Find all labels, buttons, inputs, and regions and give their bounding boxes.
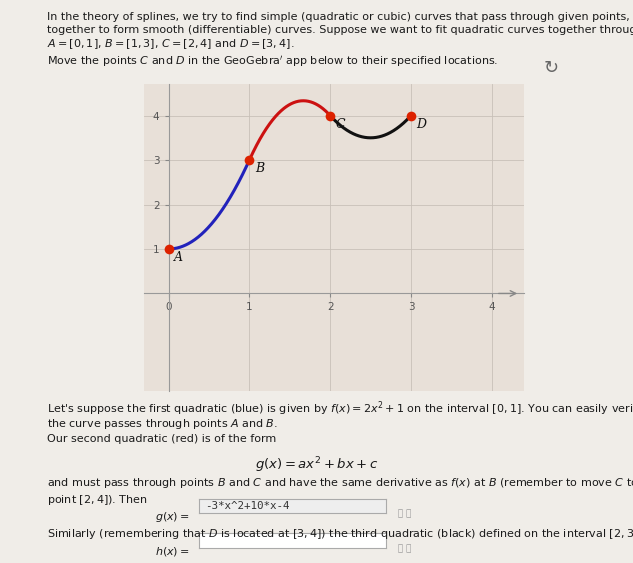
Text: -3*x^2+10*x-4: -3*x^2+10*x-4 [205,501,289,511]
Text: 🗋 🗋: 🗋 🗋 [392,510,412,519]
Text: the curve passes through points $A$ and $B$.: the curve passes through points $A$ and … [47,417,279,431]
Text: Our second quadratic (red) is of the form: Our second quadratic (red) is of the for… [47,434,277,444]
Text: and must pass through points $B$ and $C$ and have the same derivative as $f(x)$ : and must pass through points $B$ and $C$… [47,476,633,490]
Text: In the theory of splines, we try to find simple (quadratic or cubic) curves that: In the theory of splines, we try to find… [47,12,633,23]
Text: Similarly (remembering that $D$ is located at $[3, 4]$) the third quadratic (bla: Similarly (remembering that $D$ is locat… [47,527,633,541]
Text: $A = [0, 1]$, $B = [1, 3]$, $C = [2, 4]$ and $D = [3, 4]$.: $A = [0, 1]$, $B = [1, 3]$, $C = [2, 4]$… [47,37,295,51]
Text: $h(x) =$: $h(x) =$ [155,545,190,558]
Text: together to form smooth (differentiable) curves. Suppose we want to fit quadrati: together to form smooth (differentiable)… [47,25,633,35]
Text: B: B [255,163,264,176]
Text: Let's suppose the first quadratic (blue) is given by $f(x) = 2x^2 + 1$ on the in: Let's suppose the first quadratic (blue)… [47,400,633,418]
Text: point $[2, 4]$). Then: point $[2, 4]$). Then [47,493,148,507]
Text: $g(x) = ax^2 + bx + c$: $g(x) = ax^2 + bx + c$ [254,455,379,475]
Text: $g(x) =$: $g(x) =$ [155,510,190,524]
Text: Move the points $C$ and $D$ in the GeoGebra$^{\prime}$ app below to their specif: Move the points $C$ and $D$ in the GeoGe… [47,54,499,69]
Text: C: C [336,118,346,131]
Text: 🗋 🗋: 🗋 🗋 [392,544,412,553]
Text: D: D [417,118,427,131]
Text: A: A [174,252,183,265]
Text: ↻: ↻ [543,59,558,77]
